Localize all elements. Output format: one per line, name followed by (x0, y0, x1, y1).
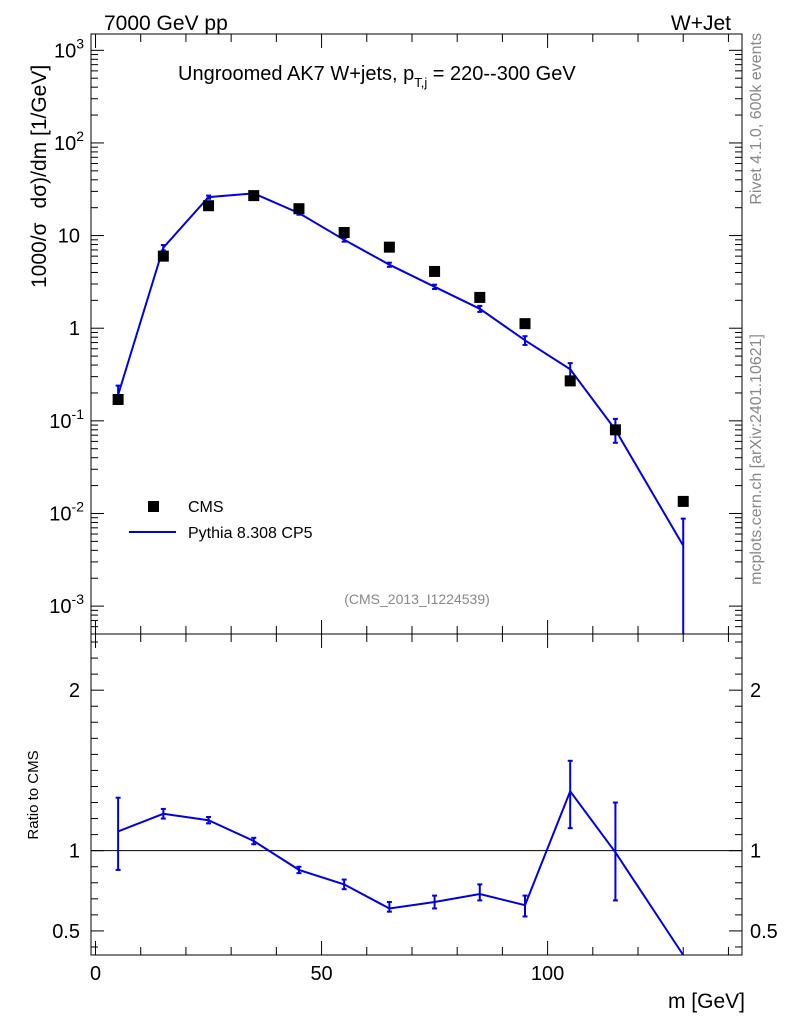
cms-data-point (609, 424, 621, 436)
ratio-frame (90, 633, 743, 956)
ratio-plot-area: 0 50 100 0.5 0.5 1 1 2 2 (52, 633, 778, 985)
x-tick-label: 100 (531, 963, 564, 985)
cms-data-point (677, 495, 689, 507)
x-tick-label: 0 (90, 963, 101, 985)
ratio-ytick-label-right: 2 (750, 680, 761, 702)
ratio-ytick-label-left: 1 (69, 841, 80, 863)
legend: CMS Pythia 8.308 CP5 (129, 499, 313, 542)
main-frame (90, 33, 743, 635)
legend-mc-label: Pythia 8.308 CP5 (188, 525, 313, 542)
legend-cms-label: CMS (188, 499, 224, 516)
main-title: Ungroomed AK7 W+jets, pT,j = 220--300 Ge… (178, 63, 576, 90)
cms-data-point (157, 250, 169, 262)
cms-data-point (519, 318, 531, 330)
main-ytick-label: 1 (69, 318, 80, 340)
main-ytick-label: 103 (54, 35, 84, 62)
ylabel-part-b: dσ)/dm [1/GeV] (28, 65, 51, 209)
ratio-ytick-label-left: 0.5 (52, 921, 80, 943)
ratio-ytick-label-right: 1 (750, 841, 761, 863)
ratio-curve (117, 789, 685, 956)
cms-data-point (248, 190, 260, 202)
mc-curve (117, 192, 685, 547)
ylabel-part-a: 1000/σ (28, 222, 51, 288)
main-plot-area: 10-3 10-2 10-1 102 103 1 10 (49, 33, 743, 635)
title-range-text: = 220--300 GeV (427, 63, 576, 85)
ratio-ytick-label-right: 0.5 (750, 921, 778, 943)
title-main-text: Ungroomed AK7 W+jets, p (178, 63, 414, 85)
cms-data-point (564, 375, 576, 387)
title-sub-text: T,j (414, 75, 427, 90)
main-ytick-label: 10-2 (49, 498, 84, 525)
cms-data-point (474, 291, 486, 303)
header-right: W+Jet (671, 12, 731, 35)
ratio-ytick-label-left: 2 (69, 680, 80, 702)
ratio-ylabel: Ratio to CMS (25, 750, 42, 839)
legend-cms-marker (148, 501, 159, 512)
cms-data-point (338, 226, 350, 238)
header-left: 7000 GeV pp (104, 12, 228, 35)
main-ylabel: 1000/σ dσ)/dm [1/GeV] (28, 65, 51, 288)
cms-data-point (112, 393, 124, 405)
main-ytick-label: 102 (54, 128, 84, 155)
cms-data-point (203, 200, 215, 212)
main-ytick-label: 10-3 (49, 591, 84, 618)
x-tick-label: 50 (310, 963, 332, 985)
analysis-id: (CMS_2013_I1224539) (344, 591, 490, 607)
main-ytick-label: 10 (58, 226, 80, 248)
rivet-label: Rivet 4.1.0, 600k events (748, 33, 765, 205)
mcplots-label: mcplots.cern.ch [arXiv:2401.10621] (748, 334, 765, 585)
main-ytick-label: 10-1 (49, 406, 84, 433)
cms-data-point (383, 241, 395, 253)
cms-data-point (429, 265, 441, 277)
x-axis-label: m [GeV] (668, 990, 745, 1013)
cms-data-point (293, 203, 305, 215)
